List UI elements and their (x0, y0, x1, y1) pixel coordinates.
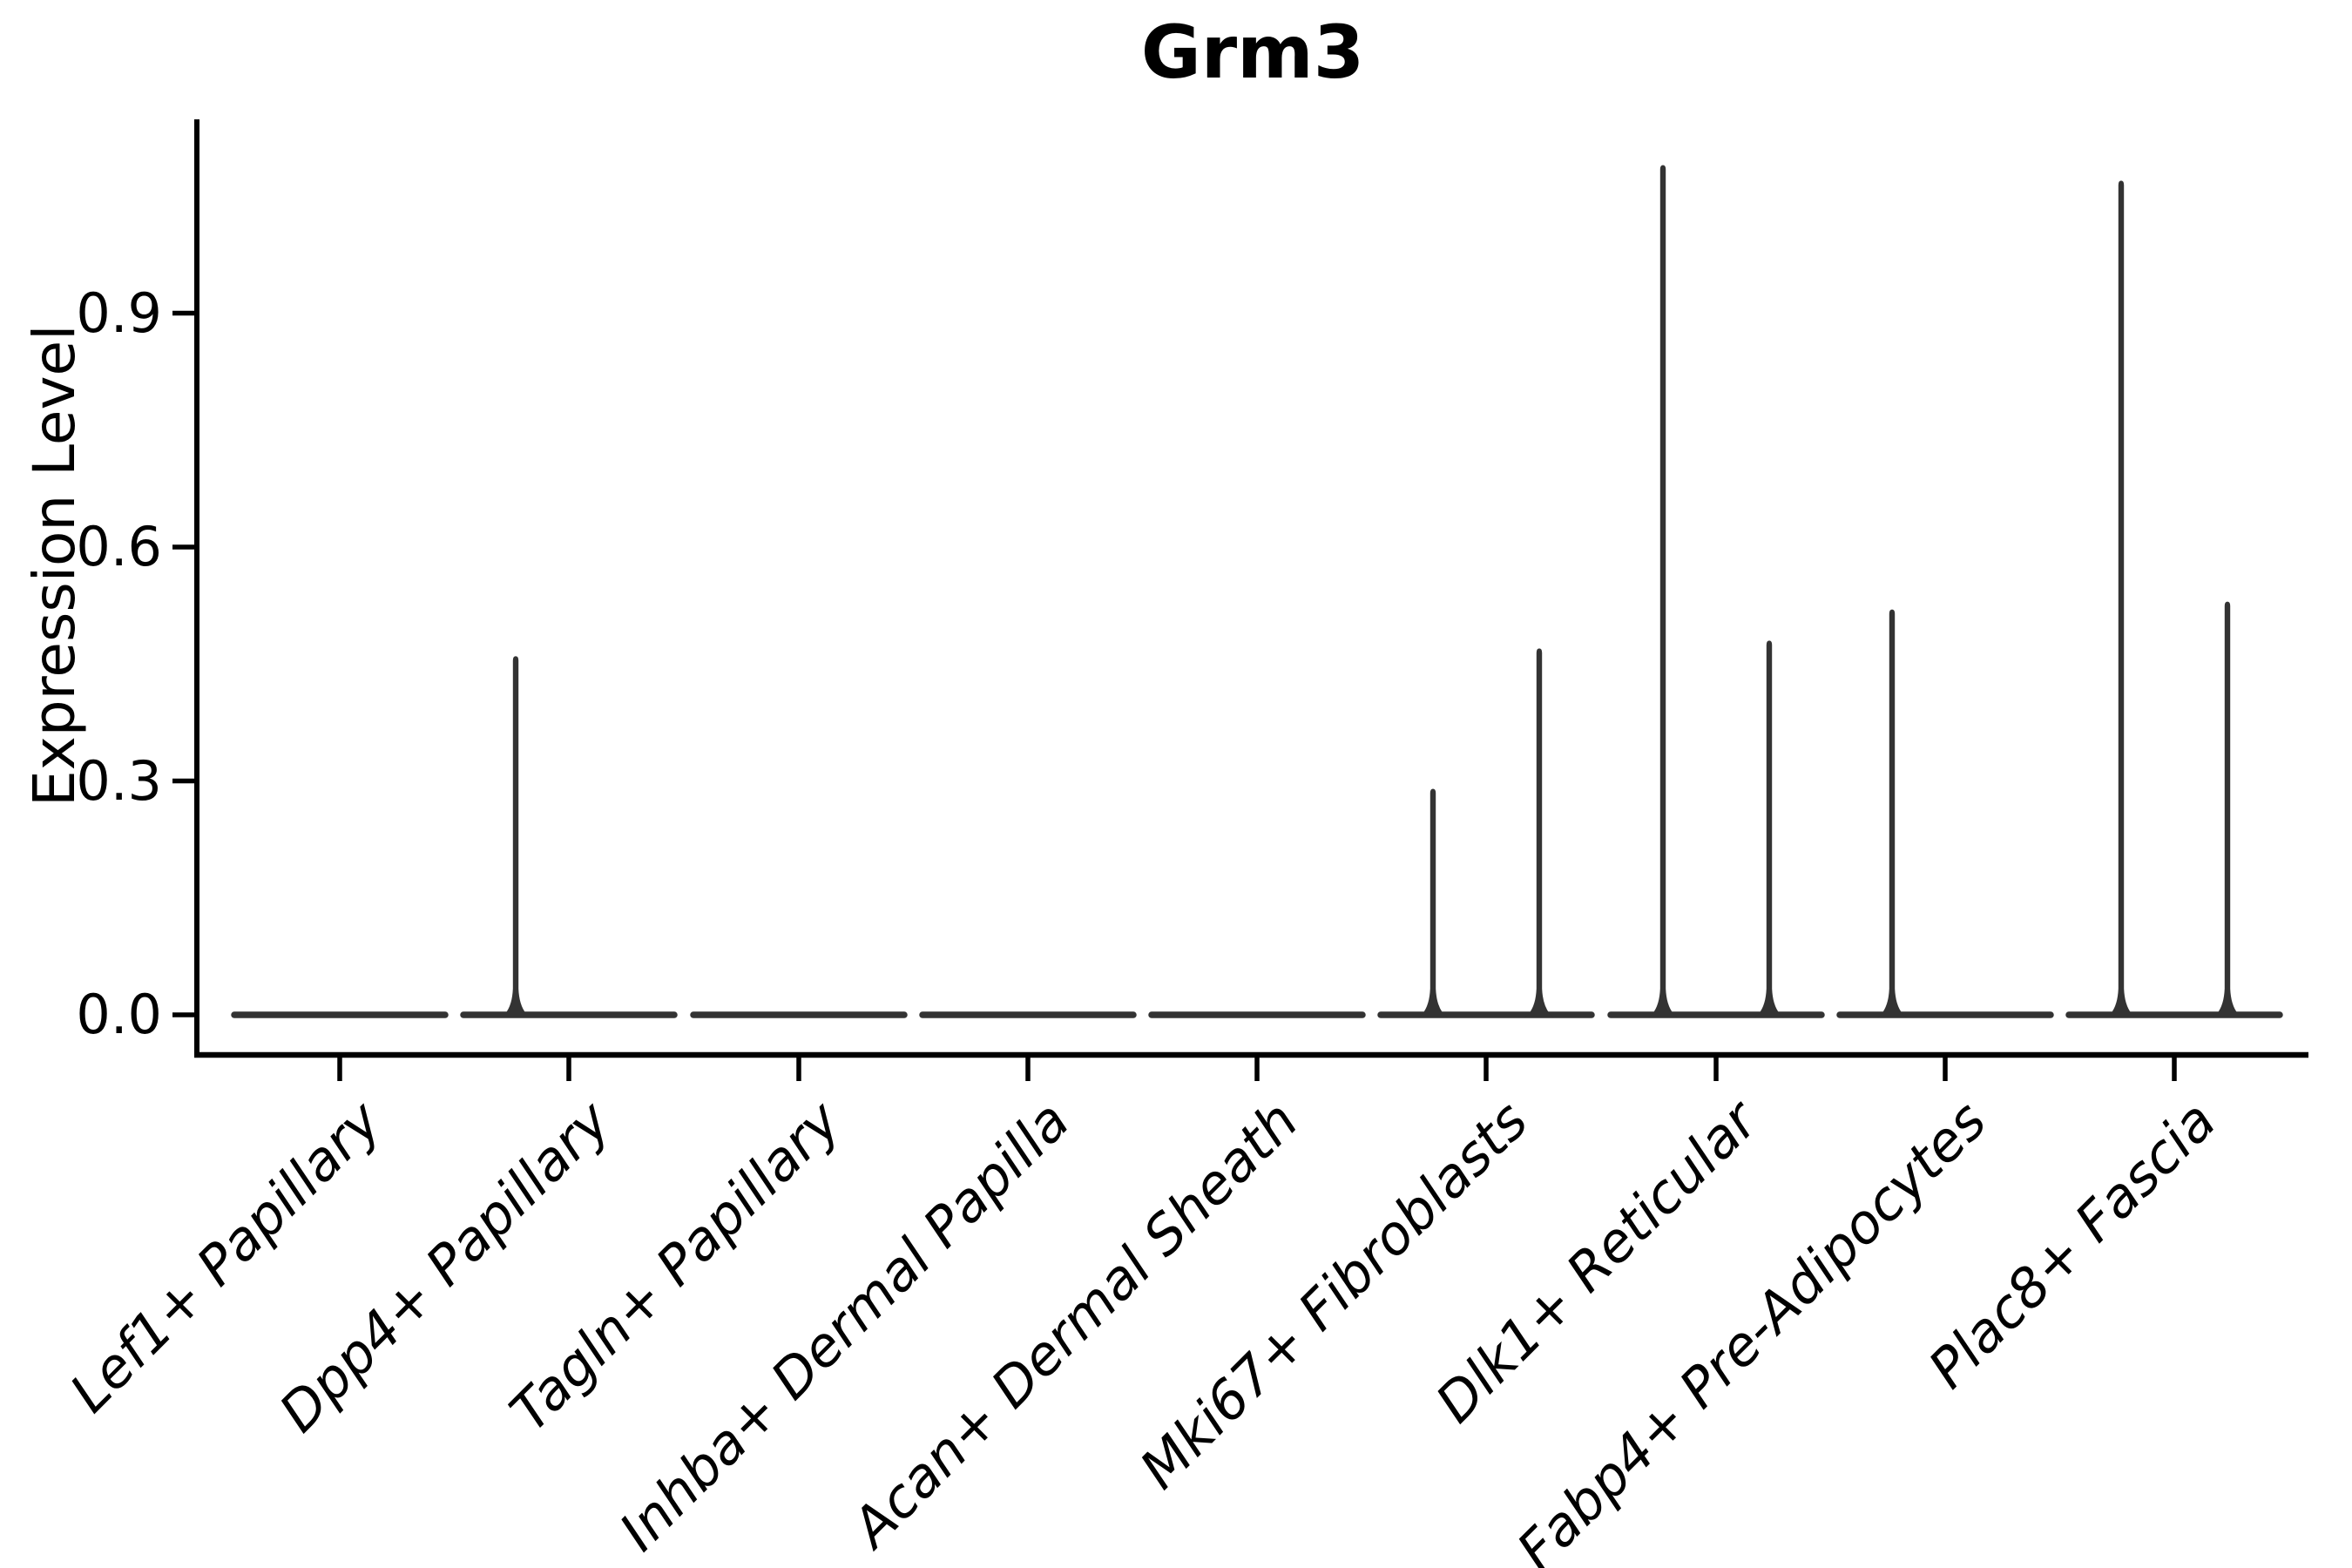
violin-spike (1877, 609, 1907, 1018)
y-tick-label: 0.6 (76, 515, 162, 578)
violin-spike (2106, 180, 2136, 1018)
violin-spike (501, 656, 531, 1018)
y-tick-label: 0.0 (76, 983, 162, 1046)
violin-spike (1418, 788, 1448, 1018)
y-tick-label: 0.3 (76, 748, 162, 813)
violin-spike (1524, 648, 1554, 1018)
violin-spike (2213, 601, 2242, 1018)
y-tick-label: 0.9 (76, 280, 162, 345)
chart-title: Grm3 (1140, 10, 1365, 95)
violin-spike (1648, 165, 1678, 1018)
violin-spike (1754, 640, 1784, 1018)
